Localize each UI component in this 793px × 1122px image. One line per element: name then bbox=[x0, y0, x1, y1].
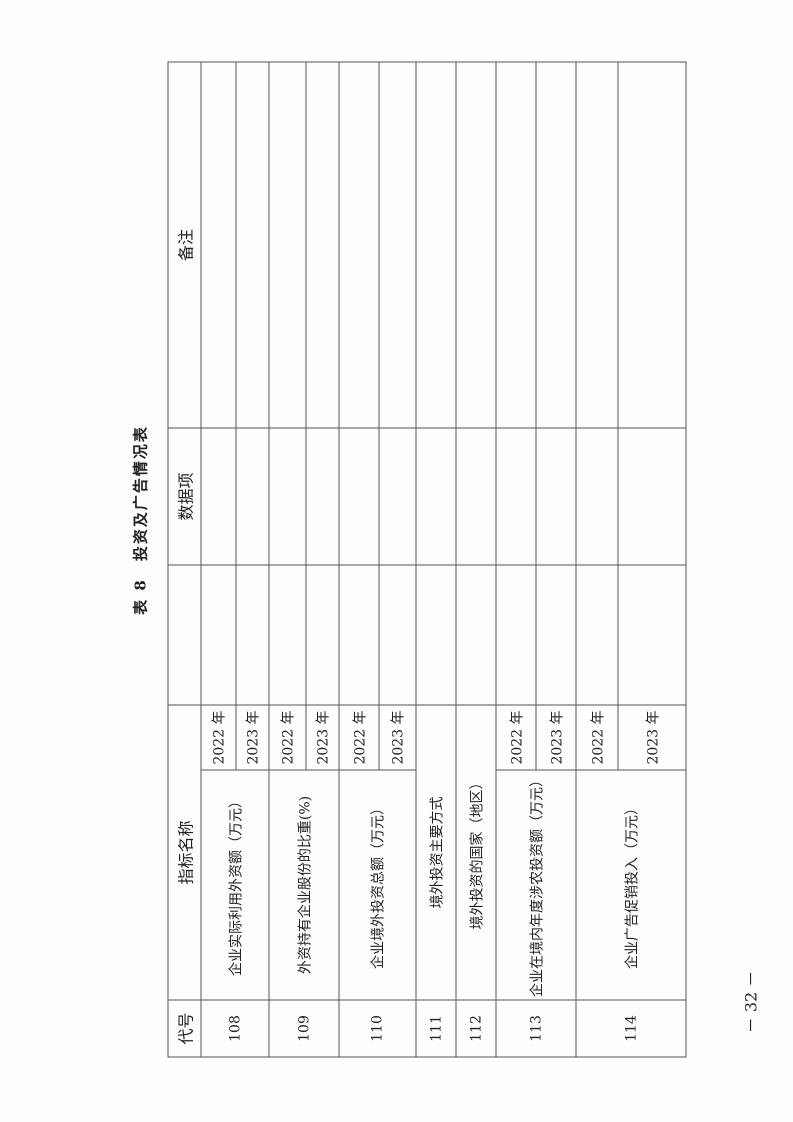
header-empty bbox=[167, 564, 201, 705]
table-row: 111 境外投资主要方式 bbox=[415, 61, 456, 1057]
cell[interactable] bbox=[617, 427, 686, 565]
cell[interactable] bbox=[495, 61, 536, 428]
cell[interactable] bbox=[535, 61, 576, 428]
row-code: 114 bbox=[575, 999, 686, 1057]
cell[interactable] bbox=[535, 427, 576, 565]
cell[interactable] bbox=[268, 61, 306, 428]
cell[interactable] bbox=[455, 61, 496, 428]
header-code: 代号 bbox=[167, 999, 201, 1057]
row-year: 2023 年 bbox=[235, 704, 269, 770]
cell[interactable] bbox=[535, 564, 576, 705]
table-row: 114 企业广告促销投入（万元） 2022 年 bbox=[575, 61, 686, 1057]
row-name: 境外投资主要方式 bbox=[415, 704, 456, 1000]
row-name: 企业在境内年度涉农投资额（万元） bbox=[495, 769, 576, 1000]
cell[interactable] bbox=[338, 564, 379, 705]
cell[interactable] bbox=[575, 564, 618, 705]
table-title: 表 8 投资及广告情况表 bbox=[131, 424, 149, 615]
row-year: 2023 年 bbox=[305, 704, 339, 770]
cell[interactable] bbox=[415, 564, 456, 705]
table-row: 108 企业实际利用外资额（万元） 2022 年 bbox=[200, 61, 269, 1057]
cell[interactable] bbox=[617, 61, 686, 428]
header-data: 数据项 bbox=[167, 427, 201, 565]
header-note: 备注 bbox=[167, 61, 201, 428]
header-row: 代号 指标名称 数据项 备注 bbox=[167, 61, 201, 1057]
cell[interactable] bbox=[200, 61, 236, 428]
cell[interactable] bbox=[200, 427, 236, 565]
header-name: 指标名称 bbox=[167, 704, 201, 1000]
rotated-page: 表 8 投资及广告情况表 代号 指标名称 数据项 备注 108 企业实际利用外资… bbox=[131, 61, 686, 1057]
row-year: 2022 年 bbox=[495, 704, 536, 770]
row-name: 企业实际利用外资额（万元） bbox=[200, 769, 269, 1000]
row-code: 109 bbox=[268, 999, 339, 1057]
cell[interactable] bbox=[200, 564, 236, 705]
row-year: 2023 年 bbox=[617, 704, 686, 770]
row-year: 2022 年 bbox=[575, 704, 618, 770]
cell[interactable] bbox=[455, 427, 496, 565]
row-code: 108 bbox=[200, 999, 269, 1057]
table-row: 112 境外投资的国家（地区） bbox=[455, 61, 496, 1057]
cell[interactable] bbox=[235, 61, 269, 428]
cell[interactable] bbox=[415, 427, 456, 565]
table-row: 110 企业境外投资总额（万元） 2022 年 bbox=[338, 61, 416, 1057]
cell[interactable] bbox=[378, 427, 416, 565]
cell[interactable] bbox=[378, 564, 416, 705]
row-year: 2022 年 bbox=[200, 704, 236, 770]
row-year: 2022 年 bbox=[268, 704, 306, 770]
page-number: － 32 － bbox=[741, 970, 761, 1034]
row-code: 111 bbox=[415, 999, 456, 1057]
table-row: 113 企业在境内年度涉农投资额（万元） 2022 年 bbox=[495, 61, 576, 1057]
cell[interactable] bbox=[235, 427, 269, 565]
cell[interactable] bbox=[378, 61, 416, 428]
row-year: 2023 年 bbox=[535, 704, 576, 770]
table-row: 109 外资持有企业股份的比重(%) 2022 年 bbox=[268, 61, 339, 1057]
row-name: 外资持有企业股份的比重(%) bbox=[268, 769, 339, 1000]
cell[interactable] bbox=[268, 427, 306, 565]
row-year: 2022 年 bbox=[338, 704, 379, 770]
cell[interactable] bbox=[305, 564, 339, 705]
cell[interactable] bbox=[305, 427, 339, 565]
row-name: 企业广告促销投入（万元） bbox=[575, 769, 686, 1000]
cell[interactable] bbox=[495, 564, 536, 705]
cell[interactable] bbox=[305, 61, 339, 428]
row-code: 112 bbox=[455, 999, 496, 1057]
cell[interactable] bbox=[495, 427, 536, 565]
cell[interactable] bbox=[338, 61, 379, 428]
cell[interactable] bbox=[455, 564, 496, 705]
cell[interactable] bbox=[575, 427, 618, 565]
row-name: 境外投资的国家（地区） bbox=[455, 704, 496, 1000]
cell[interactable] bbox=[338, 427, 379, 565]
cell[interactable] bbox=[415, 61, 456, 428]
row-code: 113 bbox=[495, 999, 576, 1057]
cell[interactable] bbox=[235, 564, 269, 705]
row-name: 企业境外投资总额（万元） bbox=[338, 769, 416, 1000]
investment-advertising-table: 代号 指标名称 数据项 备注 108 企业实际利用外资额（万元） 2022 年 … bbox=[167, 61, 686, 1057]
cell[interactable] bbox=[575, 61, 618, 428]
row-year: 2023 年 bbox=[378, 704, 416, 770]
cell[interactable] bbox=[617, 564, 686, 705]
cell[interactable] bbox=[268, 564, 306, 705]
row-code: 110 bbox=[338, 999, 416, 1057]
